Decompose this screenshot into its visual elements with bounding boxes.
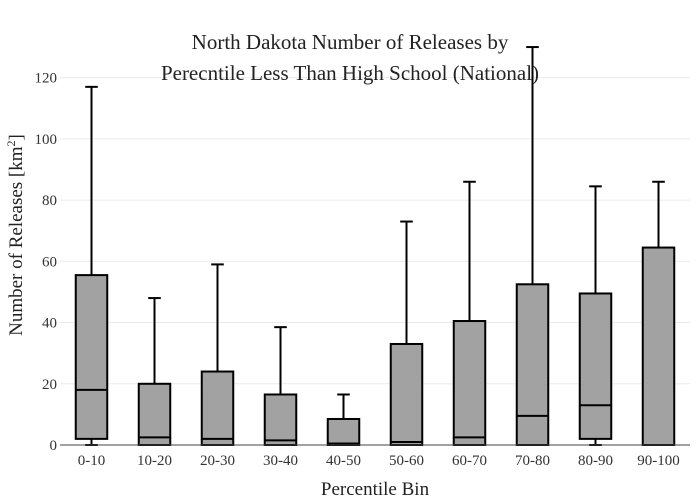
x-tick-label-10-20: 10-20: [137, 453, 172, 469]
iqr-box-30-40: [263, 393, 298, 447]
box-60-70: [452, 180, 487, 446]
y-tick-label-20: 20: [42, 377, 57, 393]
y-axis-title-superscript: 2: [4, 140, 18, 146]
box-90-100: [641, 180, 676, 446]
iqr-box-20-30: [200, 370, 235, 447]
x-axis-title: Percentile Bin: [321, 479, 430, 500]
x-tick-label-40-50: 40-50: [326, 453, 361, 469]
x-tick-label-20-30: 20-30: [200, 453, 235, 469]
x-tick-label-50-60: 50-60: [389, 453, 424, 469]
box-70-80: [515, 46, 550, 446]
iqr-box-0-10: [74, 274, 109, 440]
y-tick-label-100: 100: [35, 132, 58, 148]
y-tick-label-120: 120: [35, 71, 58, 87]
chart-title-line-1: North Dakota Number of Releases by: [191, 30, 509, 54]
box-30-40: [263, 326, 298, 447]
box-20-30: [200, 263, 235, 447]
iqr-box-40-50: [326, 417, 361, 447]
box-40-50: [326, 393, 361, 447]
x-tick-label-30-40: 30-40: [263, 453, 298, 469]
iqr-box-10-20: [137, 382, 172, 446]
y-tick-labels: 0 20 40 60 80 100 120: [35, 71, 58, 454]
x-tick-label-90-100: 90-100: [637, 453, 680, 469]
box-80-90: [578, 185, 613, 446]
y-tick-label-60: 60: [42, 254, 57, 270]
x-tick-label-70-80: 70-80: [515, 453, 550, 469]
iqr-box-80-90: [578, 292, 613, 440]
box-series: [74, 46, 676, 447]
y-axis-title-text: Number of Releases [km: [6, 146, 27, 336]
y-tick-label-80: 80: [42, 193, 57, 209]
iqr-box-70-80: [515, 283, 550, 446]
y-axis-title: Number of Releases [km2]: [4, 134, 27, 336]
box-0-10: [74, 85, 109, 446]
y-axis-title-close: ]: [6, 134, 27, 140]
y-tick-label-40: 40: [42, 316, 57, 332]
box-50-60: [389, 220, 424, 447]
chart-title-line-2: Perecntile Less Than High School (Nation…: [160, 61, 540, 85]
iqr-box-50-60: [389, 342, 424, 447]
iqr-box-60-70: [452, 320, 487, 446]
x-tick-label-80-90: 80-90: [578, 453, 613, 469]
y-tick-label-0: 0: [50, 438, 58, 454]
box-10-20: [137, 297, 172, 446]
x-tick-label-0-10: 0-10: [78, 453, 106, 469]
x-tick-labels: 0-10 10-20 20-30 30-40 40-50 50-60 60-70 70-80 8…: [78, 453, 680, 469]
iqr-box-90-100: [641, 246, 676, 446]
x-tick-label-60-70: 60-70: [452, 453, 487, 469]
